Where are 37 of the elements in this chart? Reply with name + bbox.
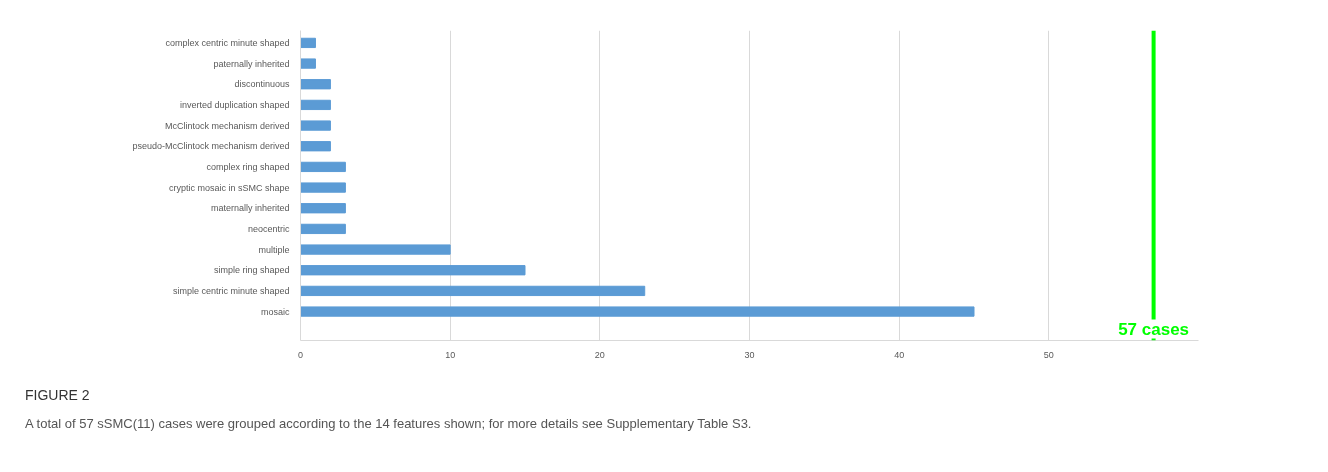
y-tick-label: simple ring shaped [213, 265, 290, 276]
bar [300, 141, 331, 152]
text: FIGURE 2 [25, 386, 90, 405]
bar [300, 285, 646, 297]
bar [300, 37, 316, 49]
x-tick-label: 40 [894, 349, 905, 360]
bar [300, 203, 346, 214]
y-tick-label: simple centric minute shaped [172, 285, 290, 296]
ref-line-label: 57 cases [1118, 319, 1190, 339]
x-tick-label: 10 [445, 349, 456, 360]
text: A total of 57 sSMC(11) cases were grouped according to the 14 features shown; for more details see Supplementary Table S3. [25, 415, 752, 433]
x-tick-label: 20 [594, 349, 605, 360]
y-tick-label: paternally inherited [213, 58, 290, 69]
y-tick-label: discontinuous [234, 79, 290, 90]
y-tick-label: inverted duplication shaped [179, 99, 290, 110]
y-tick-label: complex centric minute shaped [165, 37, 290, 48]
y-tick-label: complex ring shaped [206, 161, 290, 172]
bar [300, 120, 331, 131]
y-tick-label: maternally inherited [210, 203, 290, 214]
bar [300, 265, 526, 276]
bar [300, 223, 346, 235]
bar [300, 306, 975, 317]
y-tick-label: mosaic [260, 306, 290, 317]
x-tick-label: 0 [298, 349, 304, 360]
bar [300, 58, 316, 69]
bar [300, 182, 346, 193]
y-tick-label: cryptic mosaic in sSMC shape [168, 182, 290, 193]
bar [300, 161, 346, 173]
bar [300, 99, 331, 111]
y-tick-label: neocentric [247, 223, 290, 234]
x-tick-label: 50 [1043, 349, 1054, 360]
y-tick-label: pseudo-McClintock mechanism derived [132, 141, 290, 152]
bar [300, 244, 451, 255]
y-tick-label: multiple [258, 244, 290, 255]
x-tick-label: 30 [744, 349, 755, 360]
bar [300, 79, 331, 90]
y-tick-label: McClintock mechanism derived [164, 120, 290, 131]
